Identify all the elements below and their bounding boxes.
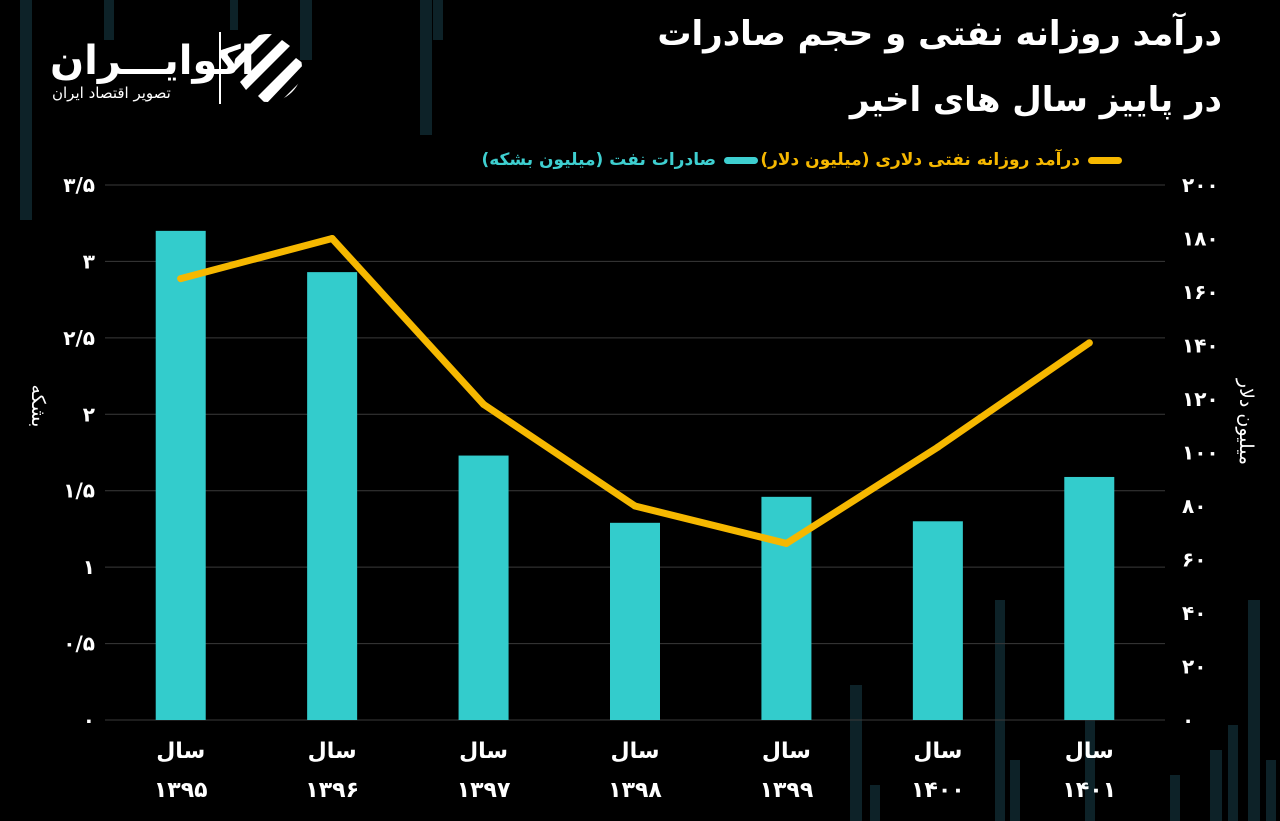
export-bar <box>458 455 509 720</box>
left-tick-label: ۲/۵ <box>63 326 95 350</box>
right-axis-ticks: ۰ ۲۰ ۴۰ ۶۰ ۸۰ ۱۰۰ ۱۲۰ ۱۴۰ ۱۶۰ ۱۸۰ ۲۰۰ <box>1182 173 1219 732</box>
right-tick-label: ۱۴۰ <box>1182 334 1219 358</box>
ecoiran-logo-icon <box>234 34 302 102</box>
revenue-point <box>631 502 639 510</box>
revenue-line <box>177 235 1093 547</box>
left-tick-label: ۰/۵ <box>63 632 95 656</box>
legend-label-exports: صادرات نفت (میلیون بشکه) <box>481 150 716 170</box>
x-tick-label-line1: سال <box>1065 739 1114 764</box>
right-tick-label: ۱۲۰ <box>1182 387 1219 411</box>
left-tick-label: ۱/۵ <box>63 479 95 503</box>
x-tick-label-line2: ۱۳۹۷ <box>457 778 511 803</box>
export-bar <box>155 230 206 720</box>
right-tick-label: ۸۰ <box>1182 494 1206 518</box>
export-bar <box>912 521 963 720</box>
x-axis-ticks: سال ۱۳۹۵ سال ۱۳۹۶ سال ۱۳۹۷ سال ۱۳۹۸ سال ۱۳۹۹ سال ۱۴… <box>154 739 1116 803</box>
left-axis-title: بشکه <box>27 385 49 428</box>
legend-swatch-revenue <box>1088 156 1122 164</box>
revenue-point <box>177 275 185 283</box>
legend-label-revenue: درآمد روزانه نفتی دلاری (میلیون دلار) <box>760 150 1080 170</box>
right-tick-label: ۱۶۰ <box>1182 280 1219 304</box>
right-tick-label: ۲۰ <box>1182 655 1206 679</box>
right-tick-label: ۰ <box>1182 708 1194 732</box>
x-tick-label-line1: سال <box>156 739 205 764</box>
left-tick-label: ۰ <box>83 708 95 732</box>
right-tick-label: ۱۸۰ <box>1182 227 1219 251</box>
x-tick-label-line2: ۱۳۹۹ <box>760 778 814 803</box>
x-tick-label-line1: سال <box>308 739 357 764</box>
x-tick-label-line2: ۱۴۰۱ <box>1062 778 1116 803</box>
right-tick-label: ۱۰۰ <box>1182 441 1219 465</box>
legend-swatch-exports <box>724 156 758 164</box>
right-tick-label: ۲۰۰ <box>1182 173 1219 197</box>
x-tick-label-line2: ۱۴۰۰ <box>911 778 965 803</box>
left-tick-label: ۳/۵ <box>63 173 95 197</box>
right-axis-title: میلیون دلار <box>1235 378 1257 465</box>
chart-title-line-1: درآمد روزانه نفتی و حجم صادرات <box>657 14 1222 54</box>
left-tick-label: ۱ <box>83 555 95 579</box>
export-bar <box>307 272 358 720</box>
export-bar <box>1064 476 1115 720</box>
x-tick-label-line2: ۱۳۹۶ <box>305 778 359 803</box>
revenue-point <box>934 443 942 451</box>
x-tick-label-line2: ۱۳۹۵ <box>154 778 208 803</box>
revenue-point <box>328 235 336 242</box>
x-tick-label-line1: سال <box>762 739 811 764</box>
chart-title-line-2: در پاییز سال های اخیر <box>849 80 1222 120</box>
left-axis-ticks: ۰ ۰/۵ ۱ ۱/۵ ۲ ۲/۵ ۳ ۳/۵ <box>63 173 95 732</box>
revenue-point <box>782 539 790 547</box>
right-tick-label: ۶۰ <box>1182 548 1206 572</box>
x-tick-label-line1: سال <box>913 739 962 764</box>
left-tick-label: ۳ <box>83 249 95 273</box>
export-bar <box>610 522 660 720</box>
legend-item-exports: صادرات نفت (میلیون بشکه) <box>481 150 758 170</box>
revenue-point <box>1085 339 1093 347</box>
revenue-point <box>480 400 488 408</box>
logo-divider <box>219 32 221 104</box>
left-tick-label: ۲ <box>83 402 95 426</box>
x-tick-label-line2: ۱۳۹۸ <box>608 778 662 803</box>
right-tick-label: ۴۰ <box>1182 601 1206 625</box>
brand-tagline: تصویر اقتصاد ایران <box>52 84 171 102</box>
legend-item-revenue: درآمد روزانه نفتی دلاری (میلیون دلار) <box>760 150 1122 170</box>
x-tick-label-line1: سال <box>611 739 660 764</box>
x-tick-label-line1: سال <box>459 739 508 764</box>
export-bars <box>155 230 1115 720</box>
